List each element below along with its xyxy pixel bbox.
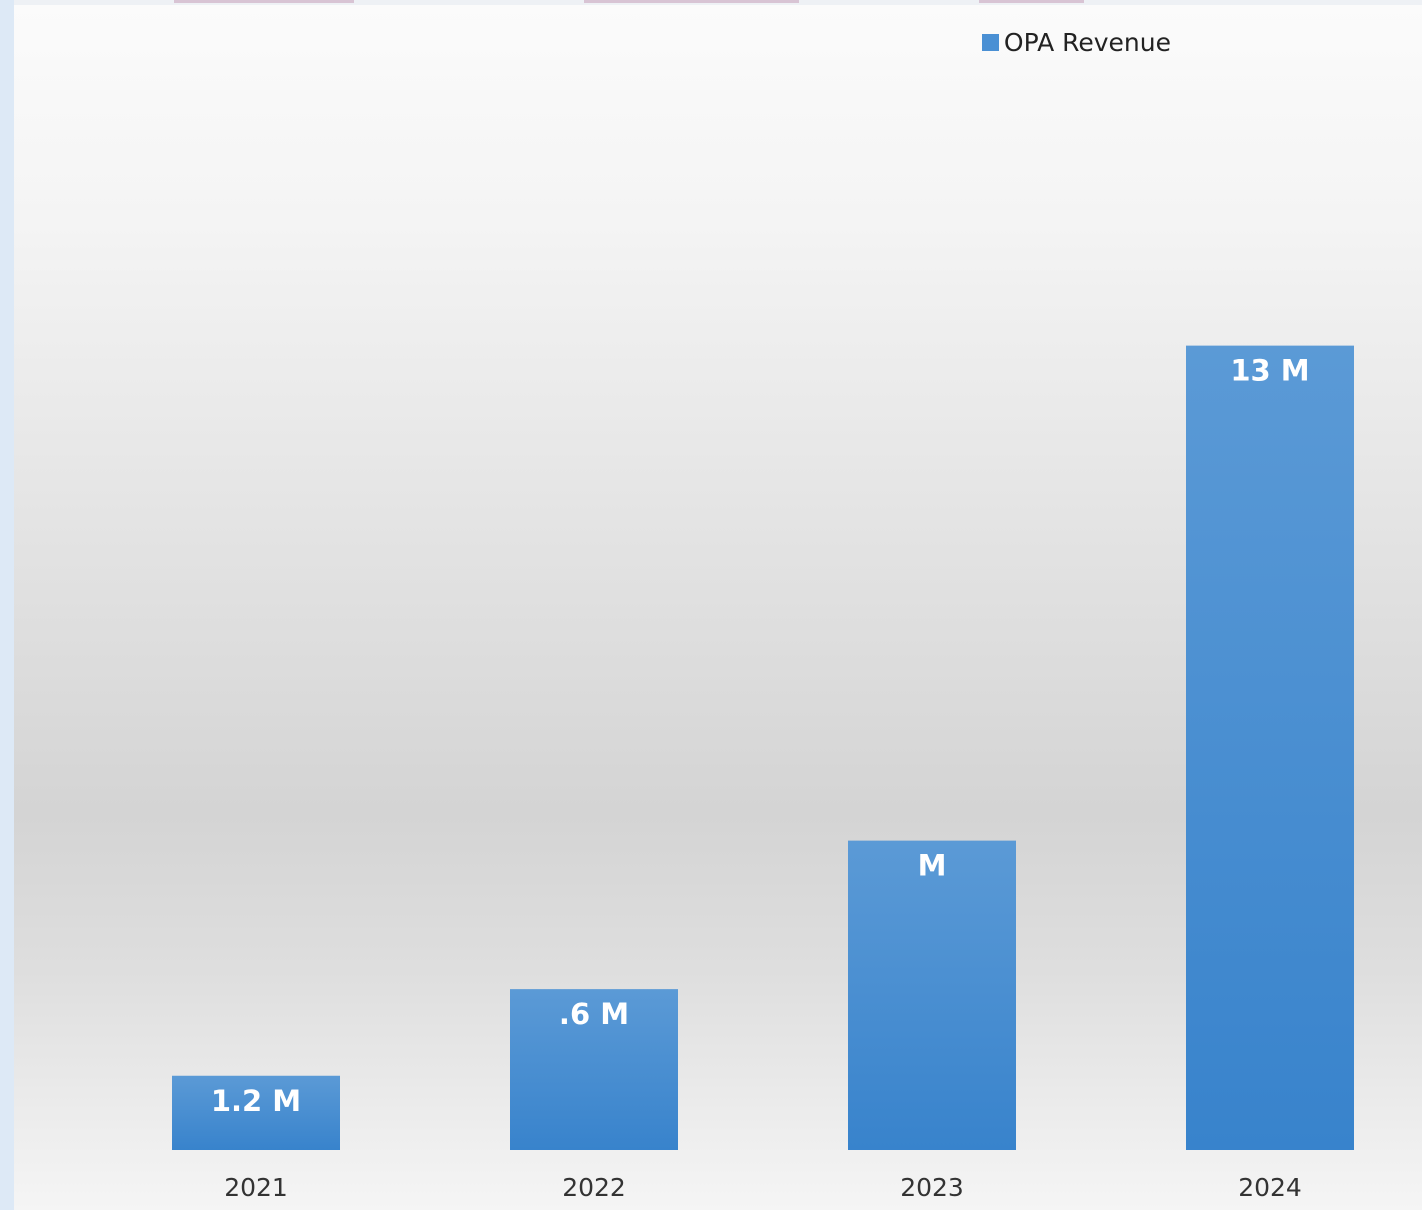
x-tick-label-2022: 2022 bbox=[562, 1173, 626, 1202]
top-toolbar-strip bbox=[14, 0, 1422, 5]
data-label-2024: 13 M bbox=[1230, 354, 1309, 388]
x-tick-label-2024: 2024 bbox=[1238, 1173, 1302, 1202]
bar-2022 bbox=[510, 989, 678, 1150]
x-tick-label-2023: 2023 bbox=[900, 1173, 964, 1202]
toolbar-tab bbox=[174, 0, 354, 3]
bar-2021 bbox=[172, 1075, 340, 1150]
data-label-2023: M bbox=[918, 849, 947, 883]
toolbar-tab bbox=[979, 0, 1084, 3]
data-label-2021: 1.2 M bbox=[211, 1084, 301, 1118]
toolbar-tab bbox=[584, 0, 799, 3]
data-label-2022: .6 M bbox=[559, 997, 629, 1031]
legend-label: OPA Revenue bbox=[1003, 28, 1171, 57]
bar-2024 bbox=[1186, 345, 1354, 1150]
bar-2023 bbox=[848, 840, 1016, 1150]
legend-swatch bbox=[981, 34, 999, 51]
x-tick-label-2021: 2021 bbox=[224, 1173, 288, 1202]
legend: OPA Revenue bbox=[981, 28, 1171, 57]
